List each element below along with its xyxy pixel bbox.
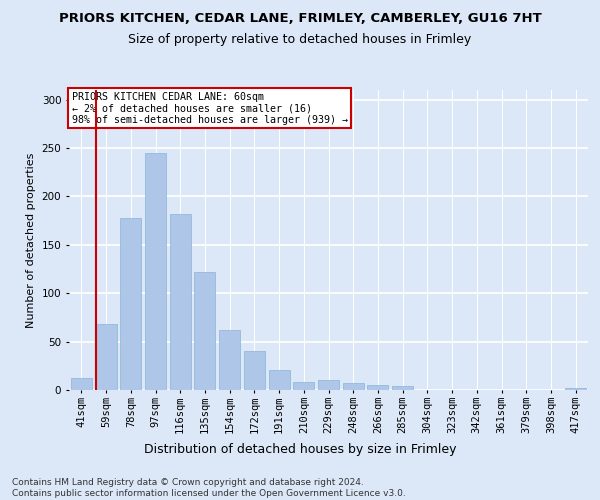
Bar [145, 153, 166, 390]
Text: PRIORS KITCHEN, CEDAR LANE, FRIMLEY, CAMBERLEY, GU16 7HT: PRIORS KITCHEN, CEDAR LANE, FRIMLEY, CAM… [59, 12, 541, 26]
Text: Contains HM Land Registry data © Crown copyright and database right 2024.
Contai: Contains HM Land Registry data © Crown c… [12, 478, 406, 498]
Bar [244, 352, 265, 390]
Text: Distribution of detached houses by size in Frimley: Distribution of detached houses by size … [144, 442, 456, 456]
Bar [95, 324, 116, 390]
Bar [293, 382, 314, 390]
Bar [269, 370, 290, 390]
Bar [367, 385, 388, 390]
Text: PRIORS KITCHEN CEDAR LANE: 60sqm
← 2% of detached houses are smaller (16)
98% of: PRIORS KITCHEN CEDAR LANE: 60sqm ← 2% of… [71, 92, 347, 124]
Bar [392, 386, 413, 390]
Bar [565, 388, 586, 390]
Y-axis label: Number of detached properties: Number of detached properties [26, 152, 36, 328]
Bar [318, 380, 339, 390]
Bar [71, 378, 92, 390]
Bar [194, 272, 215, 390]
Bar [343, 383, 364, 390]
Text: Size of property relative to detached houses in Frimley: Size of property relative to detached ho… [128, 32, 472, 46]
Bar [120, 218, 141, 390]
Bar [170, 214, 191, 390]
Bar [219, 330, 240, 390]
